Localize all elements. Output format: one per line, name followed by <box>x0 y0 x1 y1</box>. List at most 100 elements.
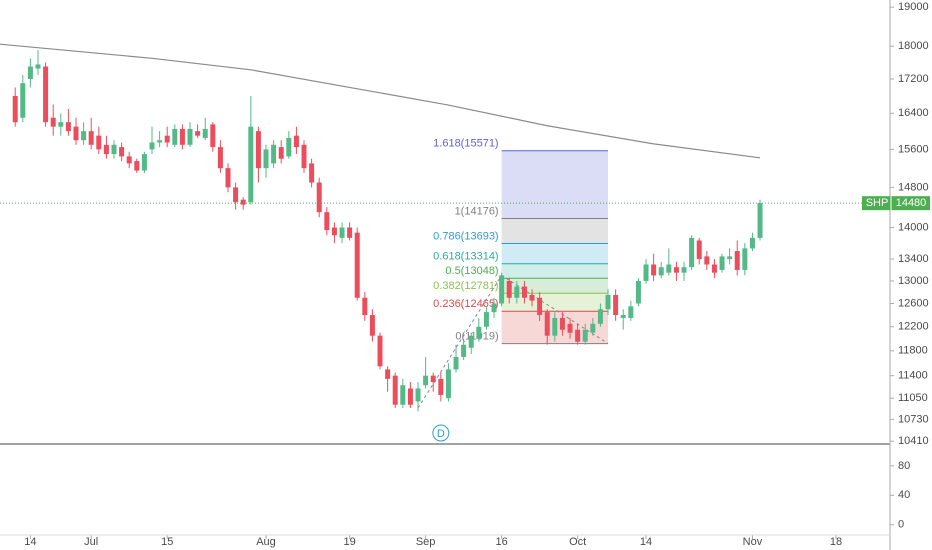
y-tick-label: 11400 <box>898 370 928 382</box>
candle-body <box>225 168 231 188</box>
candle-body <box>81 131 87 141</box>
fib-label: 1(14176) <box>455 205 499 217</box>
candle-body <box>681 267 687 273</box>
candle-body <box>324 212 330 231</box>
candle-body <box>58 122 64 127</box>
candle-body <box>362 297 368 316</box>
candle-body <box>415 388 421 402</box>
candle-body <box>521 286 527 298</box>
x-tick-label: Sep <box>416 536 436 548</box>
x-tick-label: 14 <box>640 536 652 548</box>
candle-body <box>453 356 459 370</box>
candle-body <box>164 135 170 143</box>
y-tick-label: 12600 <box>898 297 929 309</box>
candle-body <box>217 147 223 169</box>
candle-body <box>195 131 201 136</box>
x-tick-label: 18 <box>830 536 842 548</box>
candle-body <box>316 182 322 213</box>
y-tick-label: 11800 <box>898 345 928 357</box>
candle-body <box>119 147 125 157</box>
event-marker <box>432 424 450 442</box>
y-tick-label: 10730 <box>898 413 929 425</box>
candle-body <box>734 251 740 270</box>
candle-body <box>689 237 695 268</box>
candle-body <box>149 142 155 150</box>
candle-body <box>529 294 535 301</box>
x-tick-label: Oct <box>569 536 586 548</box>
candle-body <box>240 199 246 205</box>
fib-label: 0.5(13048) <box>445 265 498 277</box>
candle-body <box>157 140 163 143</box>
candle-body <box>651 264 657 276</box>
candle-body <box>187 128 193 145</box>
lower-y-tick-label: 40 <box>898 489 910 501</box>
fib-zone <box>501 243 609 264</box>
x-tick-label: 15 <box>161 536 173 548</box>
x-tick-label: Nov <box>743 536 763 548</box>
candle-body <box>704 256 710 265</box>
candle-body <box>347 227 353 238</box>
candle-body <box>491 303 497 313</box>
candle-body <box>233 187 239 203</box>
fib-label: 0.236(12465) <box>433 298 498 310</box>
y-tick-label: 17200 <box>898 73 929 85</box>
candle-body <box>430 375 436 383</box>
candle-body <box>65 122 71 132</box>
candle-body <box>400 385 406 405</box>
candle-body <box>248 126 254 203</box>
y-tick-label: 15600 <box>898 143 929 155</box>
candle-body <box>673 267 679 273</box>
candle-body <box>552 317 558 336</box>
candle-body <box>582 329 588 342</box>
candle-body <box>749 237 755 249</box>
candle-body <box>20 83 26 118</box>
candle-body <box>385 369 391 379</box>
candle-body <box>597 309 603 324</box>
candle-body <box>301 144 307 169</box>
lower-y-tick-label: 0 <box>898 519 904 531</box>
candle-body <box>658 267 664 276</box>
candle-body <box>605 294 611 310</box>
candle-body <box>96 135 102 150</box>
candle-body <box>126 156 132 164</box>
fib-label: 0.618(13314) <box>433 251 498 263</box>
candle-body <box>537 297 543 316</box>
y-tick-label: 11050 <box>898 392 928 404</box>
candle-body <box>423 375 429 386</box>
y-tick-label: 19000 <box>898 1 929 13</box>
fib-label: 0.382(12781) <box>433 280 498 292</box>
candle-body <box>567 323 573 333</box>
candle-body <box>141 154 147 171</box>
candle-body <box>43 66 49 123</box>
candle-body <box>483 312 489 327</box>
lower-y-tick-label: 80 <box>898 460 910 472</box>
fib-zone <box>501 218 609 244</box>
candle-body <box>635 280 641 304</box>
y-tick-label: 18000 <box>898 40 929 52</box>
candle-body <box>210 124 216 148</box>
candle-body <box>696 240 702 260</box>
candle-body <box>179 128 185 145</box>
candle-body <box>293 135 299 148</box>
candle-body <box>278 147 284 159</box>
candle-body <box>377 335 383 367</box>
candle-body <box>202 128 208 138</box>
candle-body <box>620 315 626 318</box>
candle-body <box>369 315 375 336</box>
last-price-box <box>862 196 930 211</box>
y-tick-label: 14800 <box>898 181 929 193</box>
candle-body <box>88 131 94 145</box>
candle-body <box>407 388 413 405</box>
candle-body <box>559 317 565 330</box>
candle-body <box>263 149 269 169</box>
fib-label: 0.786(13693) <box>433 230 498 242</box>
candle-body <box>590 323 596 333</box>
event-label: D <box>437 428 445 440</box>
x-tick-label: 19 <box>343 536 355 548</box>
candle-body <box>255 131 261 169</box>
candle-body <box>392 375 398 405</box>
candle-body <box>468 335 474 348</box>
candle-body <box>499 275 505 304</box>
candle-body <box>666 264 672 273</box>
